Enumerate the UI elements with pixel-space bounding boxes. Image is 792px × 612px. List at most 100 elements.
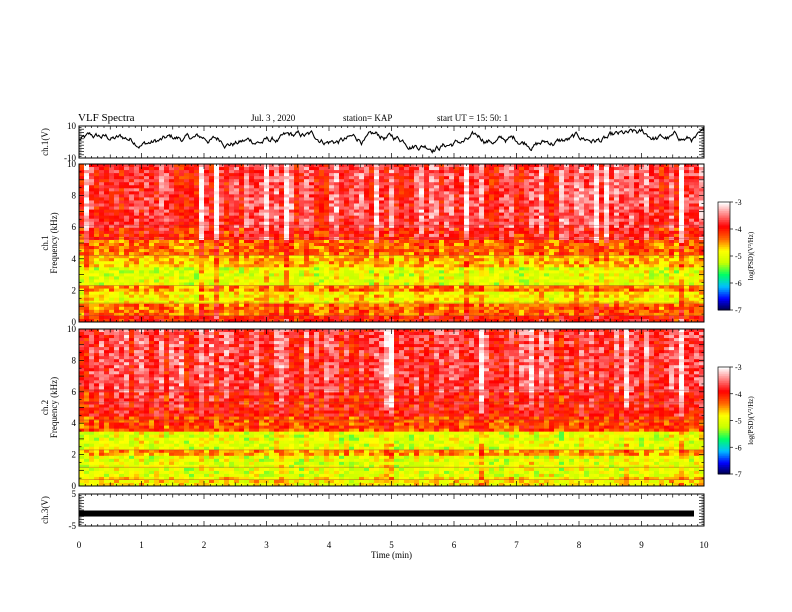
spectrogram-cell [254, 252, 260, 256]
spectrogram-cell [174, 270, 180, 274]
spectrogram-cell [399, 273, 405, 277]
spectrogram-cell [459, 233, 465, 238]
spectrogram-cell [674, 218, 680, 223]
spectrogram-cell [159, 206, 165, 210]
spectrogram-cell [234, 224, 240, 229]
spectrogram-cell [309, 170, 315, 174]
spectrogram-cell [489, 182, 495, 186]
spectrogram-cell [679, 200, 685, 204]
spectrogram-cell [449, 206, 455, 210]
spectrogram-cell [254, 197, 260, 201]
spectrogram-cell [554, 255, 560, 259]
spectrogram-cell [299, 239, 305, 244]
spectrogram-cell [99, 270, 105, 274]
spectrogram-cell [484, 170, 490, 174]
spectrogram-cell [199, 179, 205, 183]
spectrogram-cell [594, 164, 600, 168]
spectrogram-cell [269, 264, 275, 268]
spectrogram-cell [339, 255, 345, 259]
spectrogram-cell [359, 233, 365, 238]
spectrogram-cell [694, 224, 700, 229]
spectrogram-cell [429, 230, 435, 235]
spectrogram-cell [279, 252, 285, 256]
header-start-time: start UT = 15: 50: 1 [437, 113, 509, 123]
spectrogram-cell [359, 224, 365, 229]
spectrogram-cell [314, 188, 320, 192]
spectrogram-cell [149, 264, 155, 268]
spectrogram-cell [344, 203, 350, 207]
spectrogram-cell [99, 194, 105, 198]
spectrogram-cell [119, 264, 125, 268]
spectrogram-cell [589, 194, 595, 198]
spectrogram-cell [214, 176, 220, 180]
spectrogram-cell [494, 243, 500, 247]
spectrogram-cell [654, 273, 660, 277]
spectrogram-cell [129, 194, 135, 198]
spectrogram-cell [499, 276, 505, 280]
spectrogram-cell [139, 261, 145, 265]
spectrogram-cell [134, 227, 140, 232]
spectrogram-cell [514, 170, 520, 174]
spectrogram-cell [304, 185, 310, 189]
spectrogram-cell [414, 185, 420, 189]
spectrogram-cell [89, 212, 95, 217]
spectrogram-cell [664, 209, 670, 214]
spectrogram-cell [454, 246, 460, 250]
spectrogram-cell [399, 197, 405, 201]
spectrogram-cell [699, 164, 705, 168]
spectrogram-cell [284, 188, 290, 192]
spectrogram-cell [599, 221, 605, 226]
spectrogram-cell [419, 215, 425, 220]
spectrogram-cell [219, 233, 225, 238]
spectrogram-cell [629, 200, 635, 204]
spectrogram-cell [169, 179, 175, 183]
spectrogram-cell [414, 276, 420, 280]
spectrogram-cell [599, 218, 605, 223]
spectrogram-cell [274, 261, 280, 265]
spectrogram-cell [604, 224, 610, 229]
spectrogram-cell [519, 246, 525, 250]
spectrogram-cell [389, 233, 395, 238]
spectrogram-cell [444, 215, 450, 220]
spectrogram-cell [594, 215, 600, 220]
spectrogram-cell [499, 273, 505, 277]
spectrogram-cell [254, 255, 260, 259]
spectrogram-cell [169, 197, 175, 201]
spectrogram-cell [664, 173, 670, 177]
spectrogram-cell [299, 182, 305, 186]
spectrogram-cell [619, 221, 625, 226]
spectrogram-cell [264, 243, 270, 247]
spectrogram-cell [584, 224, 590, 229]
spectrogram-cell [129, 221, 135, 226]
spectrogram-cell [699, 167, 705, 171]
spectrogram-cell [329, 203, 335, 207]
spectrogram-cell [99, 209, 105, 214]
spectrogram-cell [469, 182, 475, 186]
spectrogram-cell [609, 191, 615, 195]
spectrogram-cell [679, 197, 685, 201]
spectrogram-cell [374, 224, 380, 229]
spectrogram-cell [239, 233, 245, 238]
spectrogram-cell [554, 206, 560, 210]
spectrogram-cell [524, 197, 530, 201]
spectrogram-cell [369, 249, 375, 253]
spectrogram-cell [604, 194, 610, 198]
spectrogram-cell [134, 249, 140, 253]
spectrogram-cell [654, 164, 660, 168]
spectrogram-cell [589, 224, 595, 229]
spectrogram-cell [224, 212, 230, 217]
spectrogram-cell [484, 218, 490, 223]
spectrogram-cell [659, 227, 665, 232]
spectrogram-cell [659, 224, 665, 229]
spectrogram-cell [694, 273, 700, 277]
spectrogram-cell [679, 258, 685, 262]
spectrogram-cell [94, 236, 100, 241]
spectrogram-cell [179, 224, 185, 229]
spectrogram-cell [329, 221, 335, 226]
spectrogram-cell [314, 185, 320, 189]
spectrogram-cell [149, 206, 155, 210]
spectrogram-cell [299, 233, 305, 238]
spectrogram-cell [669, 173, 675, 177]
spectrogram-cell [334, 209, 340, 214]
spectrogram-cell [489, 261, 495, 265]
